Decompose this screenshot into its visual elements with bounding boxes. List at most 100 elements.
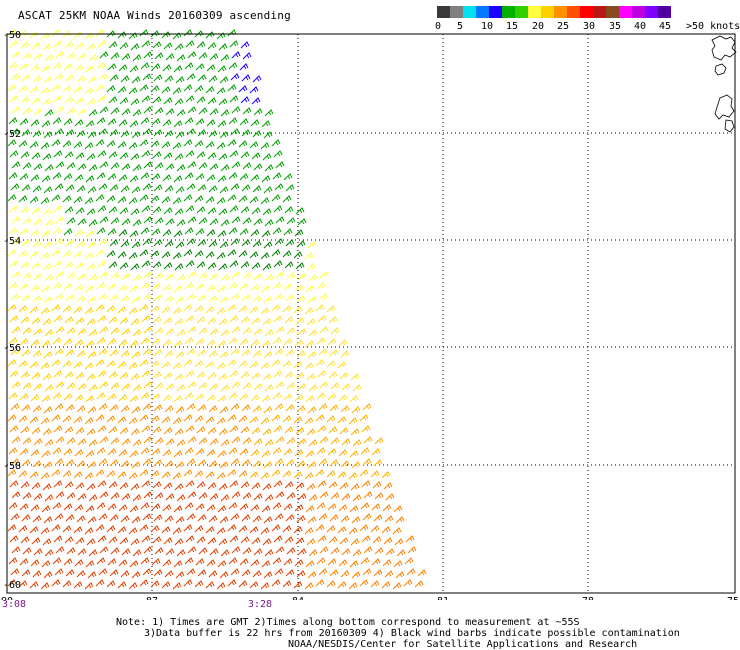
wind-barb	[294, 229, 304, 237]
wind-barb	[130, 538, 140, 546]
wind-barb	[262, 208, 272, 216]
wind-barb	[185, 425, 195, 433]
wind-barb	[30, 174, 40, 182]
wind-barb	[154, 327, 164, 335]
map-border	[6, 33, 736, 594]
wind-barb	[55, 381, 65, 389]
wind-barb	[109, 239, 119, 247]
wind-barb	[295, 262, 305, 270]
wind-barb	[132, 54, 142, 62]
wind-barb	[54, 348, 64, 356]
wind-barb	[9, 260, 19, 268]
wind-barb	[272, 337, 282, 345]
wind-barb	[8, 502, 18, 510]
colorbar-swatch	[450, 6, 463, 18]
wind-barb	[163, 42, 173, 50]
wind-barb	[42, 428, 52, 436]
colorbar-label: 45	[659, 21, 672, 32]
wind-barb	[44, 494, 54, 502]
wind-barb	[32, 515, 42, 523]
wind-barb	[95, 469, 105, 477]
wind-barb	[208, 75, 218, 83]
wind-barb	[143, 161, 153, 169]
wind-barb	[52, 172, 62, 180]
wind-barb	[96, 392, 106, 400]
wind-barb	[250, 229, 260, 237]
wind-barb	[205, 526, 215, 534]
wind-barb	[359, 469, 369, 477]
wind-barb	[153, 294, 163, 302]
wind-barb	[129, 395, 139, 403]
wind-barb	[393, 505, 403, 513]
wind-barb	[44, 549, 54, 557]
wind-barb	[205, 471, 215, 479]
wind-barb	[154, 107, 164, 115]
wind-barb	[261, 395, 271, 403]
wind-barb	[252, 350, 262, 358]
wind-barb	[383, 482, 393, 490]
wind-barb	[10, 513, 20, 521]
wind-barb	[194, 140, 204, 148]
wind-barb	[9, 425, 19, 433]
wind-barb	[273, 535, 283, 543]
wind-barb	[229, 535, 239, 543]
wind-barb	[120, 240, 130, 248]
wind-barb	[220, 439, 230, 447]
wind-barb	[141, 370, 151, 378]
wind-barb	[329, 514, 339, 522]
wind-barb	[176, 549, 186, 557]
wind-barb	[151, 118, 161, 126]
wind-barb	[209, 493, 219, 501]
wind-barb	[252, 405, 262, 413]
wind-barb	[217, 560, 227, 568]
wind-barb	[33, 273, 43, 281]
note-line-1: Note: 1) Times are GMT 2)Times along bot…	[116, 617, 580, 628]
wind-barb	[296, 570, 306, 578]
wind-barb	[349, 505, 359, 513]
wind-barb	[9, 205, 19, 213]
wind-barb	[143, 271, 153, 279]
wind-barb	[241, 74, 251, 82]
wind-barb	[43, 76, 53, 84]
wind-barb	[110, 52, 120, 60]
wind-barb	[351, 406, 361, 414]
wind-barb	[87, 131, 97, 139]
wind-barb	[305, 450, 315, 458]
wind-barb	[272, 557, 282, 565]
wind-barb	[43, 516, 53, 524]
wind-barb	[106, 360, 116, 368]
wind-barb	[296, 515, 306, 523]
wind-barb	[242, 52, 252, 60]
wind-barb	[186, 73, 196, 81]
wind-barb	[260, 197, 270, 205]
wind-barb	[240, 206, 250, 214]
wind-barb	[392, 527, 402, 535]
wind-barb	[329, 459, 339, 467]
wind-barb	[205, 581, 215, 589]
wind-barb	[275, 381, 285, 389]
wind-barb	[327, 503, 337, 511]
wind-barb	[176, 384, 186, 392]
wind-barb	[284, 536, 294, 544]
wind-barb	[8, 62, 18, 70]
wind-barb	[271, 579, 281, 587]
wind-barb	[29, 361, 39, 369]
wind-barb	[373, 459, 383, 467]
wind-barb	[41, 120, 51, 128]
wind-barb	[205, 416, 215, 424]
wind-barb	[227, 469, 237, 477]
wind-barb	[29, 196, 39, 204]
wind-barb	[176, 274, 186, 282]
wind-barb	[205, 361, 215, 369]
wind-barb	[274, 183, 284, 191]
wind-barb	[327, 338, 337, 346]
wind-barb	[173, 65, 183, 73]
wind-barb	[11, 326, 21, 334]
wind-barb	[152, 481, 162, 489]
wind-barb	[128, 417, 138, 425]
wind-barb	[218, 208, 228, 216]
wind-barb	[20, 96, 30, 104]
wind-barb	[161, 196, 171, 204]
wind-barb	[110, 107, 120, 115]
wind-barb	[118, 229, 128, 237]
